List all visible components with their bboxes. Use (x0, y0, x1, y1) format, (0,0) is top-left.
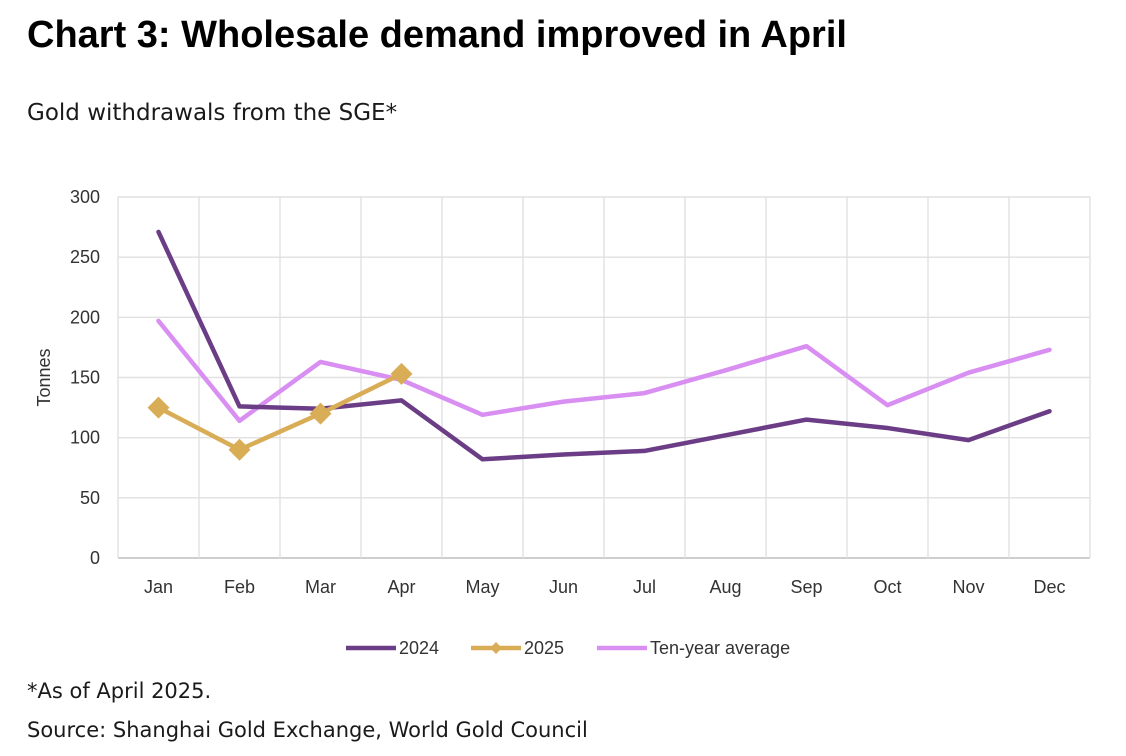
x-tick-label: Oct (873, 577, 901, 597)
chart-title: Chart 3: Wholesale demand improved in Ap… (27, 14, 847, 56)
x-tick-label: Dec (1033, 577, 1065, 597)
legend-label: 2025 (524, 638, 564, 658)
line-chart: 0 50 100 150 200 250 300 Jan Feb Mar Apr May Jun Jul A… (34, 187, 1091, 658)
x-tick-label: May (465, 577, 499, 597)
x-tick-label: Aug (709, 577, 741, 597)
y-tick-label: 150 (70, 368, 100, 388)
series-line-ten-year-average (156, 318, 1052, 424)
source-note: Source: Shanghai Gold Exchange, World Go… (27, 718, 588, 742)
y-axis-label: Tonnes (34, 348, 54, 406)
y-tick-label: 300 (70, 187, 100, 207)
data-point-marker (147, 396, 170, 419)
y-tick-label: 100 (70, 428, 100, 448)
y-tick-label: 200 (70, 307, 100, 327)
x-tick-label: Mar (305, 577, 336, 597)
legend-label: Ten-year average (650, 638, 790, 658)
x-tick-label: Apr (387, 577, 415, 597)
x-tick-label: Jan (144, 577, 173, 597)
data-point-marker (309, 402, 332, 425)
series-line-2024 (156, 229, 1052, 462)
x-tick-label: Nov (952, 577, 984, 597)
legend-label: 2024 (399, 638, 439, 658)
x-tick-label: Feb (224, 577, 255, 597)
y-tick-label: 50 (80, 488, 100, 508)
x-tick-label: Jul (633, 577, 656, 597)
x-tick-label: Sep (790, 577, 822, 597)
x-tick-label: Jun (549, 577, 578, 597)
y-tick-label: 0 (90, 548, 100, 568)
footnote: *As of April 2025. (27, 679, 212, 703)
y-tick-label: 250 (70, 247, 100, 267)
series-line-2025 (156, 371, 404, 452)
chart-subtitle: Gold withdrawals from the SGE* (27, 100, 398, 126)
data-point-marker (390, 362, 413, 385)
legend-marker (490, 642, 502, 654)
data-point-marker (228, 438, 251, 461)
